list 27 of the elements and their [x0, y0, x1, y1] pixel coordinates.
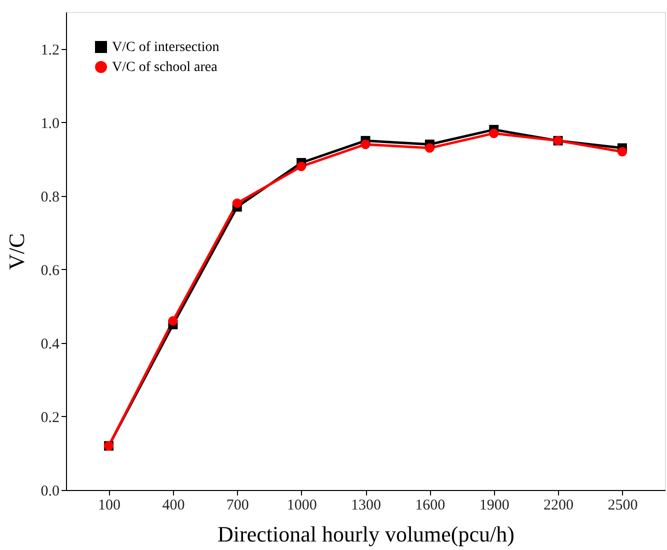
- x-tick-label: 2200: [544, 498, 574, 514]
- point: [424, 143, 434, 153]
- y-axis-title: V/C: [4, 233, 29, 270]
- x-tick-label: 1000: [286, 498, 317, 514]
- point: [617, 146, 627, 156]
- point: [489, 128, 499, 138]
- point: [168, 316, 178, 326]
- y-tick-label: 0.6: [40, 262, 60, 279]
- x-axis-title: Directional hourly volume(pcu/h): [218, 522, 514, 546]
- point: [360, 140, 370, 150]
- legend-label: V/C of school area: [112, 60, 218, 75]
- point: [296, 162, 306, 172]
- point: [232, 198, 242, 208]
- y-tick-label: 0.8: [40, 189, 60, 206]
- y-tick-label: 0.0: [40, 484, 60, 500]
- x-tick-label: 400: [162, 498, 185, 514]
- x-tick-label: 100: [98, 498, 121, 514]
- y-tick-label: 1.2: [40, 42, 60, 58]
- legend-label: V/C of intersection: [112, 40, 220, 55]
- x-tick-label: 1300: [351, 498, 381, 514]
- y-tick-label: 0.2: [40, 410, 60, 426]
- x-tick-label: 700: [226, 498, 249, 514]
- y-tick-label: 0.4: [40, 336, 60, 352]
- x-tick-label: 2500: [608, 498, 638, 514]
- y-tick-label: 1.0: [40, 116, 60, 132]
- x-tick-label: 1900: [479, 498, 510, 514]
- x-tick-label: 1600: [415, 498, 446, 514]
